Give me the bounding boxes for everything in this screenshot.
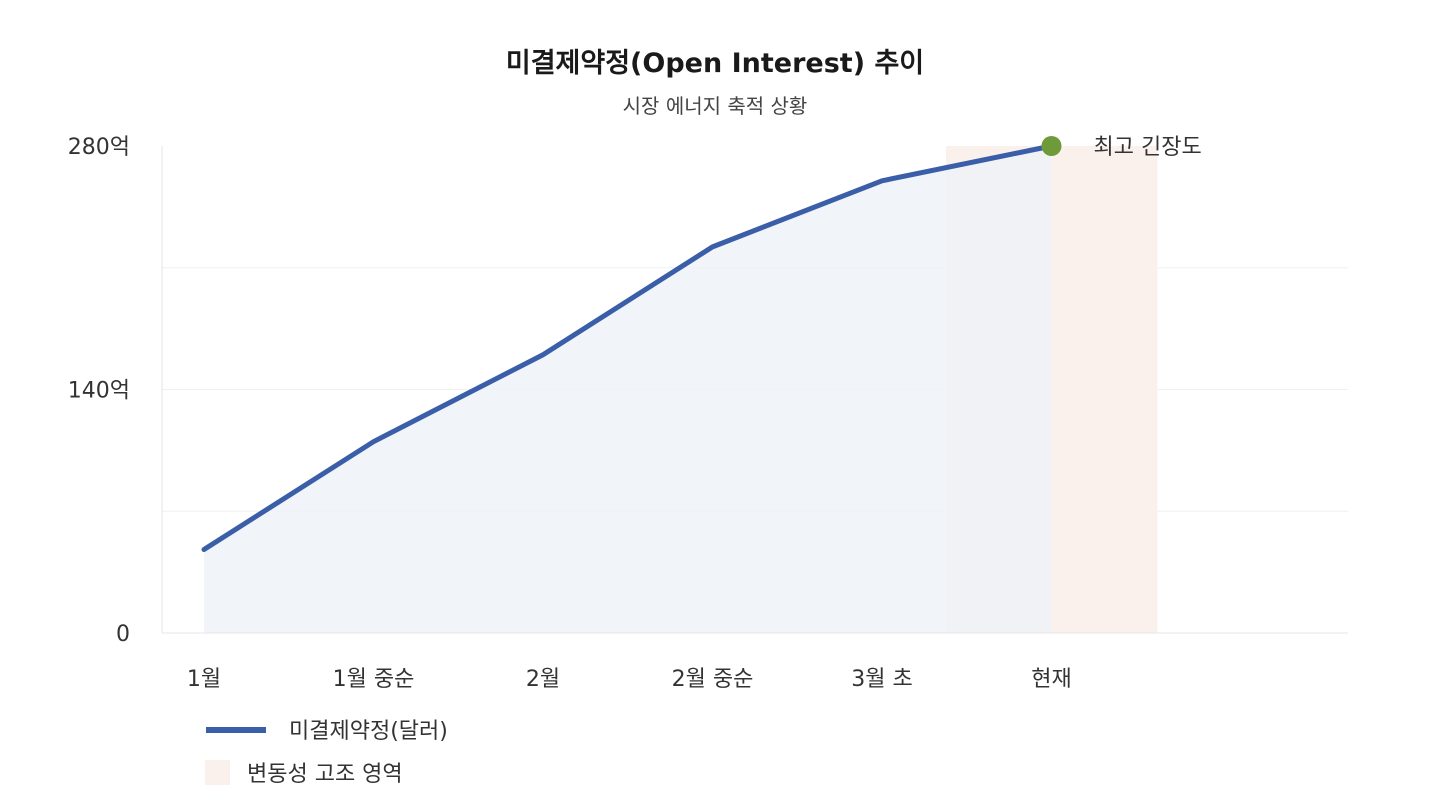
y-tick-label: 140억 <box>68 379 130 404</box>
y-tick-label: 280억 <box>68 135 130 160</box>
x-tick-label: 현재 <box>1031 667 1071 692</box>
x-tick-label: 1월 <box>187 667 221 692</box>
legend: 미결제약정(달러) 변동성 고조 영역 <box>205 719 448 787</box>
tick-layer: 0 140억 280억 1월 1월 중순 2월 2월 중순 3월 초 현재 <box>68 135 1072 692</box>
series-area <box>204 146 1052 633</box>
legend-label: 변동성 고조 영역 <box>247 762 403 787</box>
x-tick-label: 2월 <box>526 667 560 692</box>
chart-subtitle: 시장 에너지 축적 상황 <box>623 94 808 118</box>
x-tick-label: 3월 초 <box>851 667 912 692</box>
peak-annotation-label: 최고 긴장도 <box>1094 135 1202 160</box>
axis-layer <box>161 146 1348 634</box>
legend-swatch-box <box>205 760 230 785</box>
chart-title: 미결제약정(Open Interest) 추이 <box>506 48 924 79</box>
series-line <box>201 143 1054 553</box>
legend-label: 미결제약정(달러) <box>289 719 448 744</box>
line-layer <box>201 143 1054 553</box>
x-tick-label: 2월 중순 <box>672 667 754 692</box>
y-tick-label: 0 <box>116 622 130 647</box>
area-layer <box>204 146 1052 633</box>
marker-layer: 최고 긴장도 <box>1041 135 1202 160</box>
peak-marker <box>1041 136 1062 156</box>
x-tick-label: 1월 중순 <box>333 667 415 692</box>
